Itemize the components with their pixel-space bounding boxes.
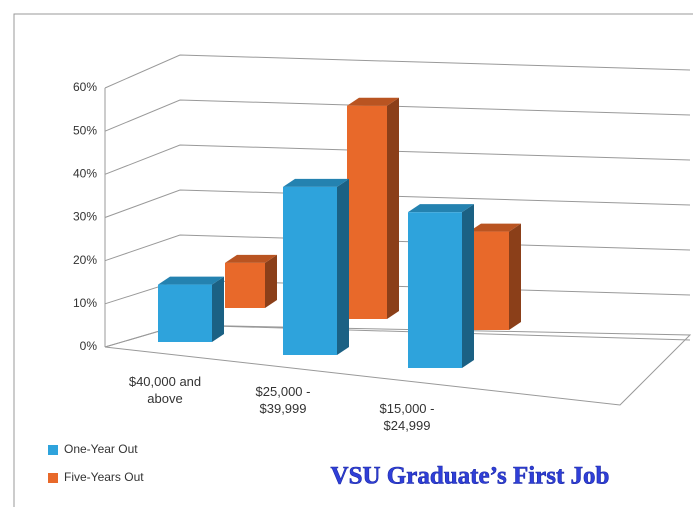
grid-line [104,144,691,175]
bar-side [337,178,349,355]
bar-front [469,231,509,330]
frame [13,13,693,507]
bar-top [158,276,224,285]
bar [158,276,224,342]
y-tick-label: 30% [73,210,97,224]
bar-side [212,276,224,342]
legend-swatch [48,445,58,455]
y-tick-label: 60% [73,80,97,94]
bar [469,223,521,330]
bar [408,204,474,368]
bar-top [469,223,521,232]
bar-side [509,223,521,330]
bar-front [158,284,212,342]
bar-front [347,105,387,319]
y-tick-label: 0% [80,339,98,353]
y-tick-label: 40% [73,167,97,181]
y-tick-label: 50% [73,123,97,137]
bar [225,254,277,308]
bar-front [225,262,265,308]
y-tick-label: 10% [73,296,97,310]
grid-line [104,54,691,89]
chart-title: VSU Graduate’s First Job [331,463,610,490]
y-tick-label: 20% [73,253,97,267]
bar-front [283,186,337,355]
bar-front [408,212,462,368]
bar-top [347,97,399,106]
legend-swatch [48,473,58,483]
bar-side [387,97,399,319]
bar [347,97,399,319]
bar-top [408,204,474,213]
bar-top [283,178,349,187]
legend-label: One-Year Out [64,442,138,456]
x-tick-label: $15,000 - $24,999 [379,401,435,433]
x-tick-label: $25,000 - $39,999 [255,384,311,416]
x-tick-label: $40,000 and above [128,374,202,406]
grid-line [104,189,691,218]
bar [283,178,349,355]
bar-side [265,254,277,308]
legend-label: Five-Years Out [64,470,144,484]
bar-side [462,204,474,368]
grid-line [104,99,691,132]
bar-top [225,254,277,263]
